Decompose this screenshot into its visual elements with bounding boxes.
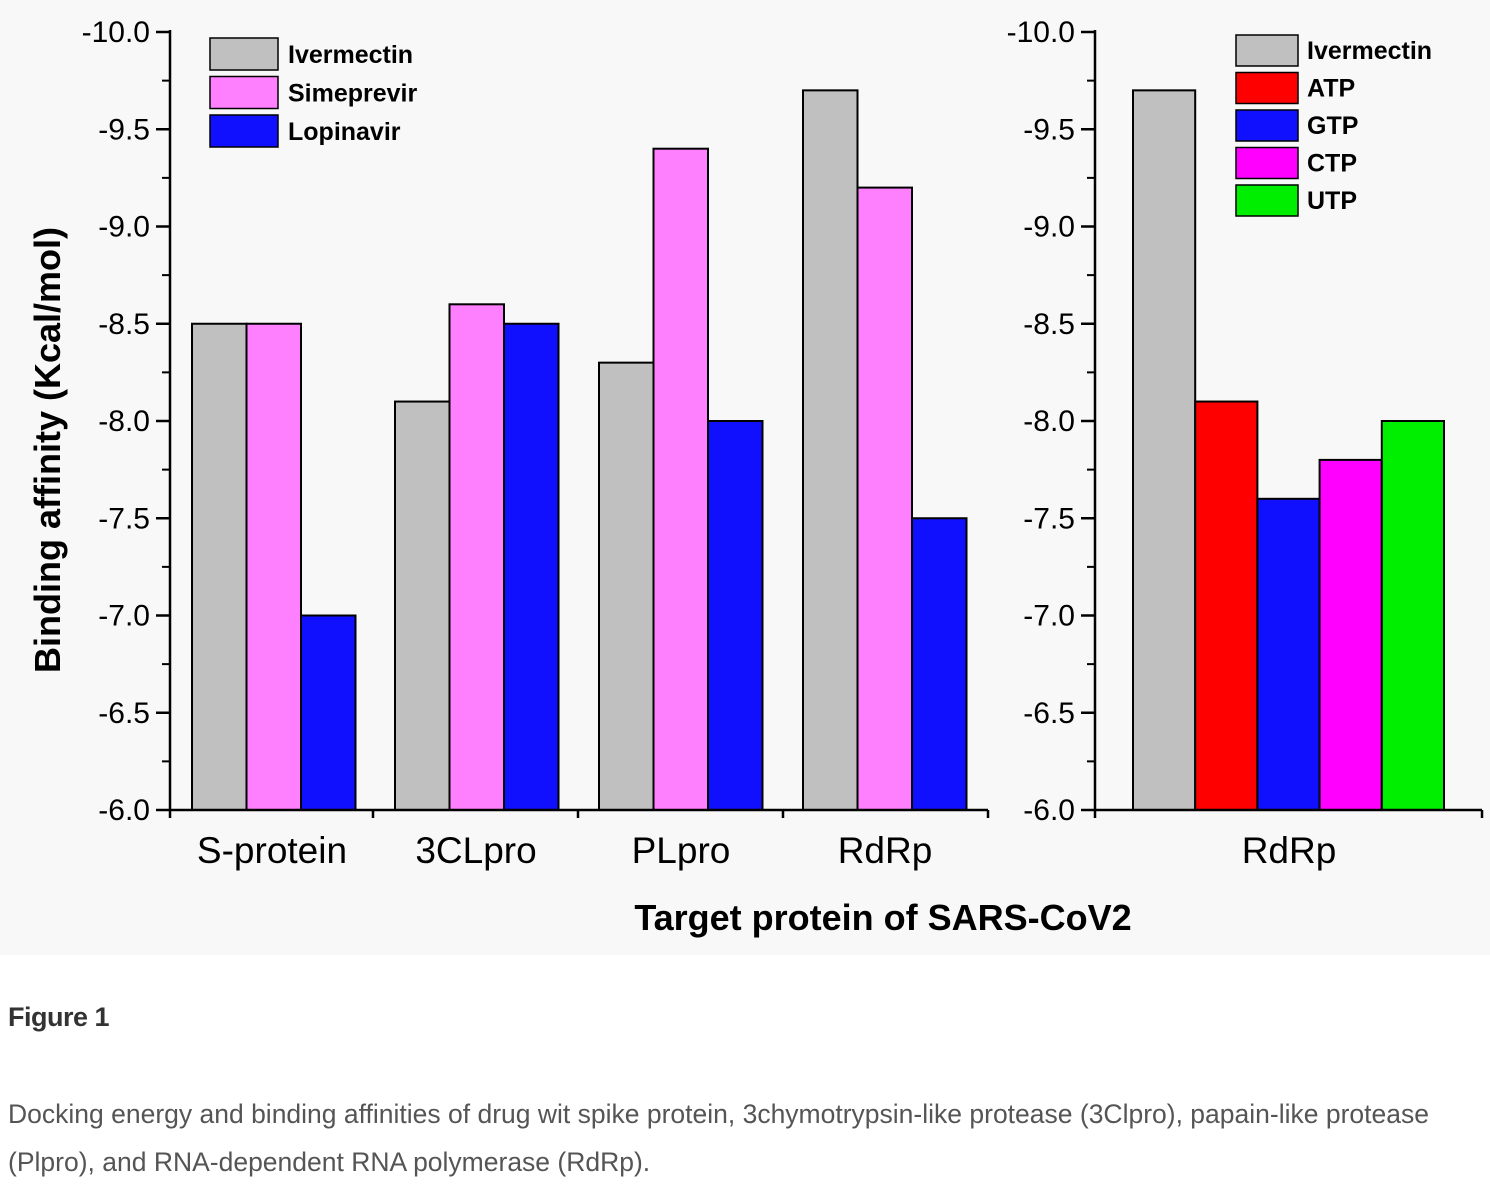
legend-label-Simeprevir: Simeprevir [288,80,418,108]
y-tick-label: -6.0 [1023,794,1075,827]
bar-0-PLpro-Lopinavir [707,420,764,811]
bar-1-RdRp-CTP [1318,458,1383,811]
bar-0-RdRp-Simeprevir [856,186,913,812]
y-axis-title: Binding affinity (Kcal/mol) [27,227,68,673]
bar-1-RdRp-UTP [1380,420,1446,811]
legend-swatch-Ivermectin [209,37,279,71]
figure-caption: Docking energy and binding affinities of… [8,1099,1429,1177]
y-tick-label: -10.0 [1007,16,1075,49]
y-tick-label: -7.5 [98,502,150,535]
bar-1-RdRp-ATP [1194,400,1259,811]
bar-0-S-protein-Ivermectin [191,322,248,811]
y-tick-label: -8.5 [1023,308,1075,341]
legend-swatch-Lopinavir [209,114,279,148]
y-tick-label: -7.5 [1023,502,1075,535]
x-category-label: 3CLpro [415,830,536,871]
x-category-label: PLpro [632,830,731,871]
legend-swatch-CTP [1235,146,1299,180]
figure-area: -10.0 -9.5 -9.0 -8.5 -8.0 -7.5 -7.0 -6.5 -6.0 S-p… [27,16,1484,938]
legend-label-UTP: UTP [1307,187,1357,215]
x-axis-title: Target protein of SARS-CoV2 [634,897,1131,938]
figure-label: Figure 1 [8,1002,110,1032]
legend-label-CTP: CTP [1307,150,1357,178]
bar-1-RdRp-Ivermectin [1132,89,1197,812]
legend-label-Lopinavir: Lopinavir [288,118,401,146]
y-tick-label: -7.0 [1023,600,1075,633]
y-tick-label: -8.0 [1023,405,1075,438]
legend-label-Ivermectin: Ivermectin [288,41,413,69]
bar-0-PLpro-Simeprevir [652,147,709,811]
bar-0-3CLpro-Simeprevir [448,303,505,811]
y-tick-label: -9.5 [1023,113,1075,146]
binding-affinity-chart: -10.0 -9.5 -9.0 -8.5 -8.0 -7.5 -7.0 -6.5 -6.0 S-p… [27,16,1484,938]
bar-0-3CLpro-Ivermectin [394,400,451,811]
y-tick-label: -9.0 [98,211,150,244]
y-tick-label: -6.0 [98,794,150,827]
legend-label-ATP: ATP [1307,75,1355,103]
bar-0-PLpro-Ivermectin [598,361,655,811]
y-tick-label: -9.5 [98,113,150,146]
legend-swatch-UTP [1235,184,1299,217]
y-tick-label: -10.0 [82,16,150,49]
x-category-label: S-protein [197,830,347,871]
bar-0-RdRp-Ivermectin [802,89,859,812]
legend-label-GTP: GTP [1307,112,1358,140]
y-tick-label: -8.5 [98,308,150,341]
legend-swatch-Simeprevir [209,75,279,110]
bar-0-S-protein-Lopinavir [300,614,357,811]
y-tick-label: -9.0 [1023,211,1075,244]
bar-1-RdRp-GTP [1256,497,1321,811]
x-category-label: RdRp [1242,830,1337,871]
legend-swatch-GTP [1235,109,1299,142]
bar-0-3CLpro-Lopinavir [503,322,560,811]
x-category-label: RdRp [838,830,933,871]
legend-label-Ivermectin: Ivermectin [1307,37,1432,65]
bar-0-S-protein-Simeprevir [245,322,302,811]
y-tick-label: -6.5 [98,697,150,730]
bar-0-RdRp-Lopinavir [911,517,968,811]
legend-swatch-Ivermectin [1235,34,1299,67]
y-tick-label: -8.0 [98,405,150,438]
legend-swatch-ATP [1235,71,1299,105]
y-tick-label: -6.5 [1023,697,1075,730]
y-tick-label: -7.0 [98,600,150,633]
